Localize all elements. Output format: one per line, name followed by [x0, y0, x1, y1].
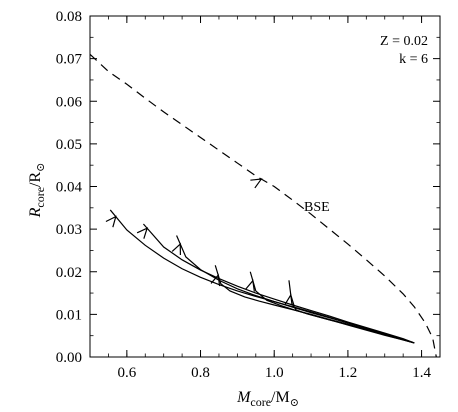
series-arrow-1: [105, 215, 117, 228]
y-axis-label-sub: core: [33, 187, 47, 208]
series-line-5: [249, 271, 415, 344]
series-line-1: [109, 209, 415, 344]
x-axis-label: Mcore/M⊙: [236, 389, 299, 409]
series-arrow-6: [284, 293, 295, 306]
series-line-4: [214, 265, 415, 344]
y-axis-label: Rcore/R⊙: [27, 163, 47, 219]
y-axis-label-main: R: [27, 207, 44, 218]
y-tick-label: 0.00: [56, 350, 82, 366]
annotation-bse: BSE: [304, 200, 330, 215]
series-arrow-2: [136, 227, 149, 239]
y-tick-label: 0.05: [56, 137, 82, 153]
y-tick-label: 0.04: [56, 180, 83, 196]
x-tick-label: 0.6: [117, 365, 136, 381]
x-axis-label-sub: core: [250, 395, 271, 409]
x-axis-label-main: M: [236, 389, 252, 406]
x-axis-label-unit-sub: ⊙: [290, 397, 299, 409]
y-tick-label: 0.08: [56, 9, 82, 25]
x-tick-label: 1.2: [339, 365, 358, 381]
y-tick-label: 0.03: [56, 222, 82, 238]
x-tick-label: 1.0: [265, 365, 284, 381]
y-tick-label: 0.06: [56, 94, 83, 110]
series-line-3: [176, 235, 415, 344]
x-tick-label: 1.4: [412, 365, 431, 381]
plot-frame: [89, 15, 441, 358]
series-arrow-0: [250, 178, 263, 189]
x-axis-label-unit: /M: [271, 389, 290, 406]
curves-layer: [90, 53, 437, 357]
x-tick-label: 0.8: [191, 365, 210, 381]
annotation-k: k = 6: [399, 52, 428, 67]
annotation-metallicity: Z = 0.02: [380, 34, 428, 49]
series-arrow-3: [171, 242, 181, 256]
series-line-6: [288, 280, 415, 344]
y-axis-label-unit: /R: [27, 172, 44, 187]
ticks-layer: 0.6 0.8 1.0 1.2 1.4 0.00 0.01 0.02 0.03 0.04 0.05 0…: [56, 9, 441, 381]
y-tick-label: 0.02: [56, 265, 82, 281]
y-axis-label-unit-sub: ⊙: [35, 163, 47, 172]
series-arrow-5: [245, 279, 255, 292]
series-line-0: [90, 53, 437, 357]
series-arrow-4: [210, 273, 221, 287]
y-tick-label: 0.01: [56, 307, 82, 323]
y-tick-label: 0.07: [56, 52, 83, 68]
series-line-2: [142, 223, 415, 344]
